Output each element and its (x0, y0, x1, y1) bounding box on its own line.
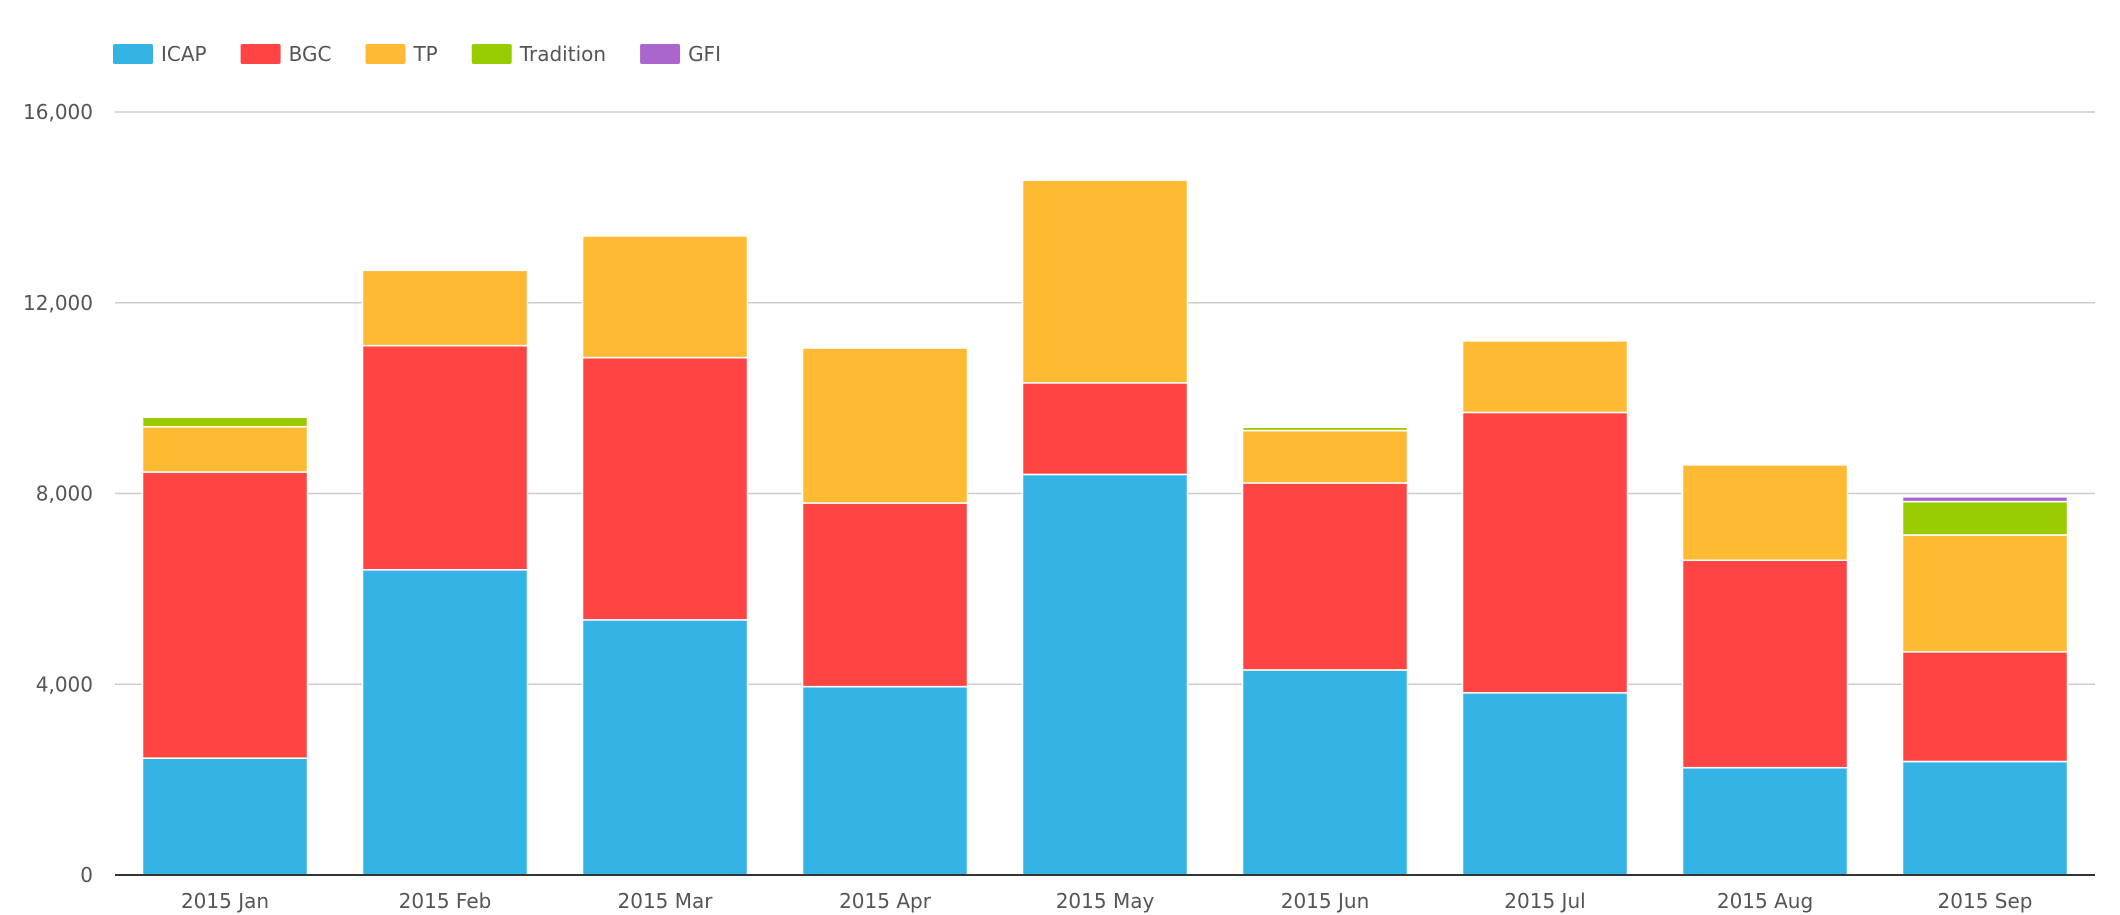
legend-label-bgc: BGC (289, 42, 332, 66)
bar-segment-tp (1681, 464, 1849, 562)
bar-segment-icap (1241, 669, 1409, 876)
bar-segment-bgc (141, 471, 309, 759)
bar-segment-tp (801, 347, 969, 504)
y-tick-label: 8,000 (36, 482, 93, 506)
legend-swatch-bgc (240, 44, 281, 64)
legend-label-gfi: GFI (688, 42, 721, 66)
bar-segment-tradition (141, 416, 309, 428)
x-tick-label: 2015 May (1056, 889, 1155, 913)
x-tick-label: 2015 Jan (181, 889, 269, 913)
legend-swatch-gfi (640, 44, 681, 64)
legend-swatch-icap (113, 44, 153, 64)
legend-label-icap: ICAP (161, 42, 207, 66)
bar-segment-gfi (1901, 496, 2069, 503)
y-tick-label: 16,000 (23, 100, 93, 124)
bar-segment-icap (801, 685, 969, 876)
legend: ICAP BGC TP Tradition GFI (113, 42, 721, 66)
bar-segment-tp (361, 269, 529, 347)
x-tick-label: 2015 Mar (618, 889, 714, 913)
legend-swatch-tp (365, 44, 406, 64)
bar-segment-bgc (1901, 651, 2069, 763)
bar-segment-bgc (361, 344, 529, 571)
bar-segment-icap (581, 619, 749, 876)
bar-segment-tp (581, 235, 749, 359)
bar-segment-tradition (1241, 426, 1409, 432)
x-tick-label: 2015 Aug (1717, 889, 1813, 913)
bar-segment-bgc (1681, 559, 1849, 769)
x-tick-label: 2015 Jul (1504, 889, 1585, 913)
x-axis: 2015 Jan 2015 Feb 2015 Mar 2015 Apr 2015 May… (181, 889, 2033, 913)
bar-segment-tp (1241, 429, 1409, 484)
legend-label-tradition: Tradition (519, 42, 606, 66)
bar-segment-tp (1901, 534, 2069, 653)
x-tick-label: 2015 Feb (399, 889, 492, 913)
bar-segment-icap (361, 569, 529, 876)
x-tick-label: 2015 Jun (1281, 889, 1370, 913)
legend-label-tp: TP (412, 42, 437, 66)
bars (141, 179, 2069, 876)
bar-segment-icap (141, 757, 309, 876)
y-tick-label: 0 (80, 863, 93, 887)
legend-swatch-tradition (471, 44, 512, 64)
bar-segment-bgc (1461, 411, 1629, 694)
bar-segment-tradition (1901, 500, 2069, 536)
bar-segment-icap (1901, 760, 2069, 876)
y-tick-label: 4,000 (36, 672, 93, 696)
x-tick-label: 2015 Apr (839, 889, 932, 913)
bar-segment-icap (1461, 692, 1629, 876)
bar-segment-bgc (1241, 482, 1409, 671)
bar-segment-icap (1021, 473, 1189, 876)
bar-segment-bgc (1021, 382, 1189, 476)
y-axis: 0 4,000 8,000 12,000 16,000 (23, 100, 93, 887)
x-tick-label: 2015 Sep (1938, 889, 2033, 913)
y-tick-label: 12,000 (23, 291, 93, 315)
bar-segment-bgc (801, 502, 969, 688)
bar-segment-tp (141, 425, 309, 473)
bar-segment-tp (1021, 179, 1189, 384)
bar-segment-bgc (581, 356, 749, 621)
bar-segment-icap (1681, 766, 1849, 876)
bar-segment-tp (1461, 340, 1629, 414)
